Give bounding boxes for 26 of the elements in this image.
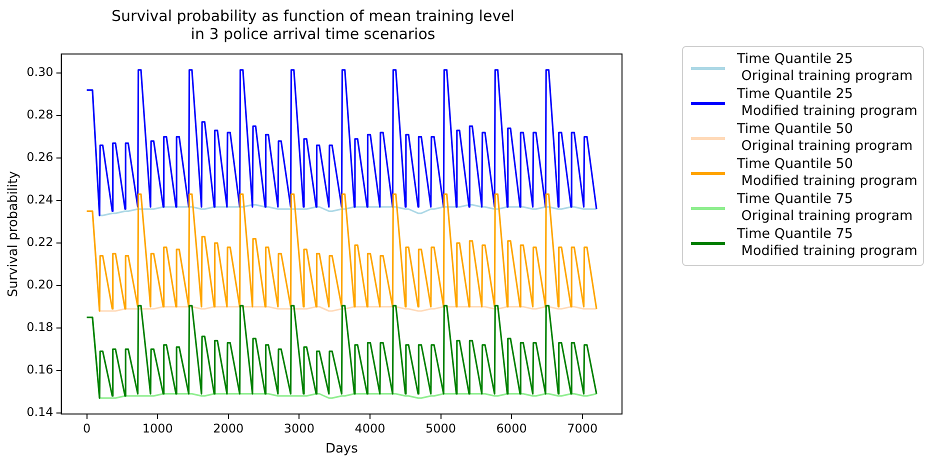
x-tick-label: 4000 — [354, 421, 386, 436]
x-tick-label: 1000 — [142, 421, 173, 436]
y-tick-label: 0.26 — [26, 150, 54, 164]
x-axis-title: Days — [325, 442, 358, 457]
y-tick-label: 0.28 — [26, 108, 54, 122]
legend-label: Time Quantile 25 Modified training program — [737, 86, 918, 120]
y-tick-label: 0.30 — [26, 65, 54, 80]
legend-label: Time Quantile 75 Original training program — [737, 191, 913, 225]
y-axis-title: Survival probability — [6, 170, 22, 297]
x-tick-label: 0 — [82, 421, 91, 436]
legend-label: Time Quantile 25 Original training program — [737, 51, 913, 85]
legend-label: Time Quantile 50 Original training program — [737, 121, 913, 155]
chart-title: Survival probability as function of mean training level in 3 police arrival time scenarios — [112, 6, 514, 43]
x-tick-label: 6000 — [496, 421, 527, 436]
x-tick-label: 7000 — [567, 421, 598, 436]
legend-label: Time Quantile 75 Modified training program — [737, 226, 918, 260]
y-tick-label: 0.24 — [26, 192, 54, 207]
y-tick-label: 0.18 — [26, 320, 54, 334]
x-tick-label: 2000 — [213, 421, 244, 436]
y-tick-label: 0.16 — [26, 362, 54, 377]
x-tick-label: 5000 — [425, 421, 456, 436]
y-tick-label: 0.14 — [26, 405, 54, 420]
legend-label: Time Quantile 50 Modified training program — [737, 156, 918, 190]
y-tick-label: 0.20 — [26, 278, 54, 292]
y-tick-label: 0.22 — [26, 235, 54, 250]
x-tick-label: 3000 — [284, 421, 314, 436]
